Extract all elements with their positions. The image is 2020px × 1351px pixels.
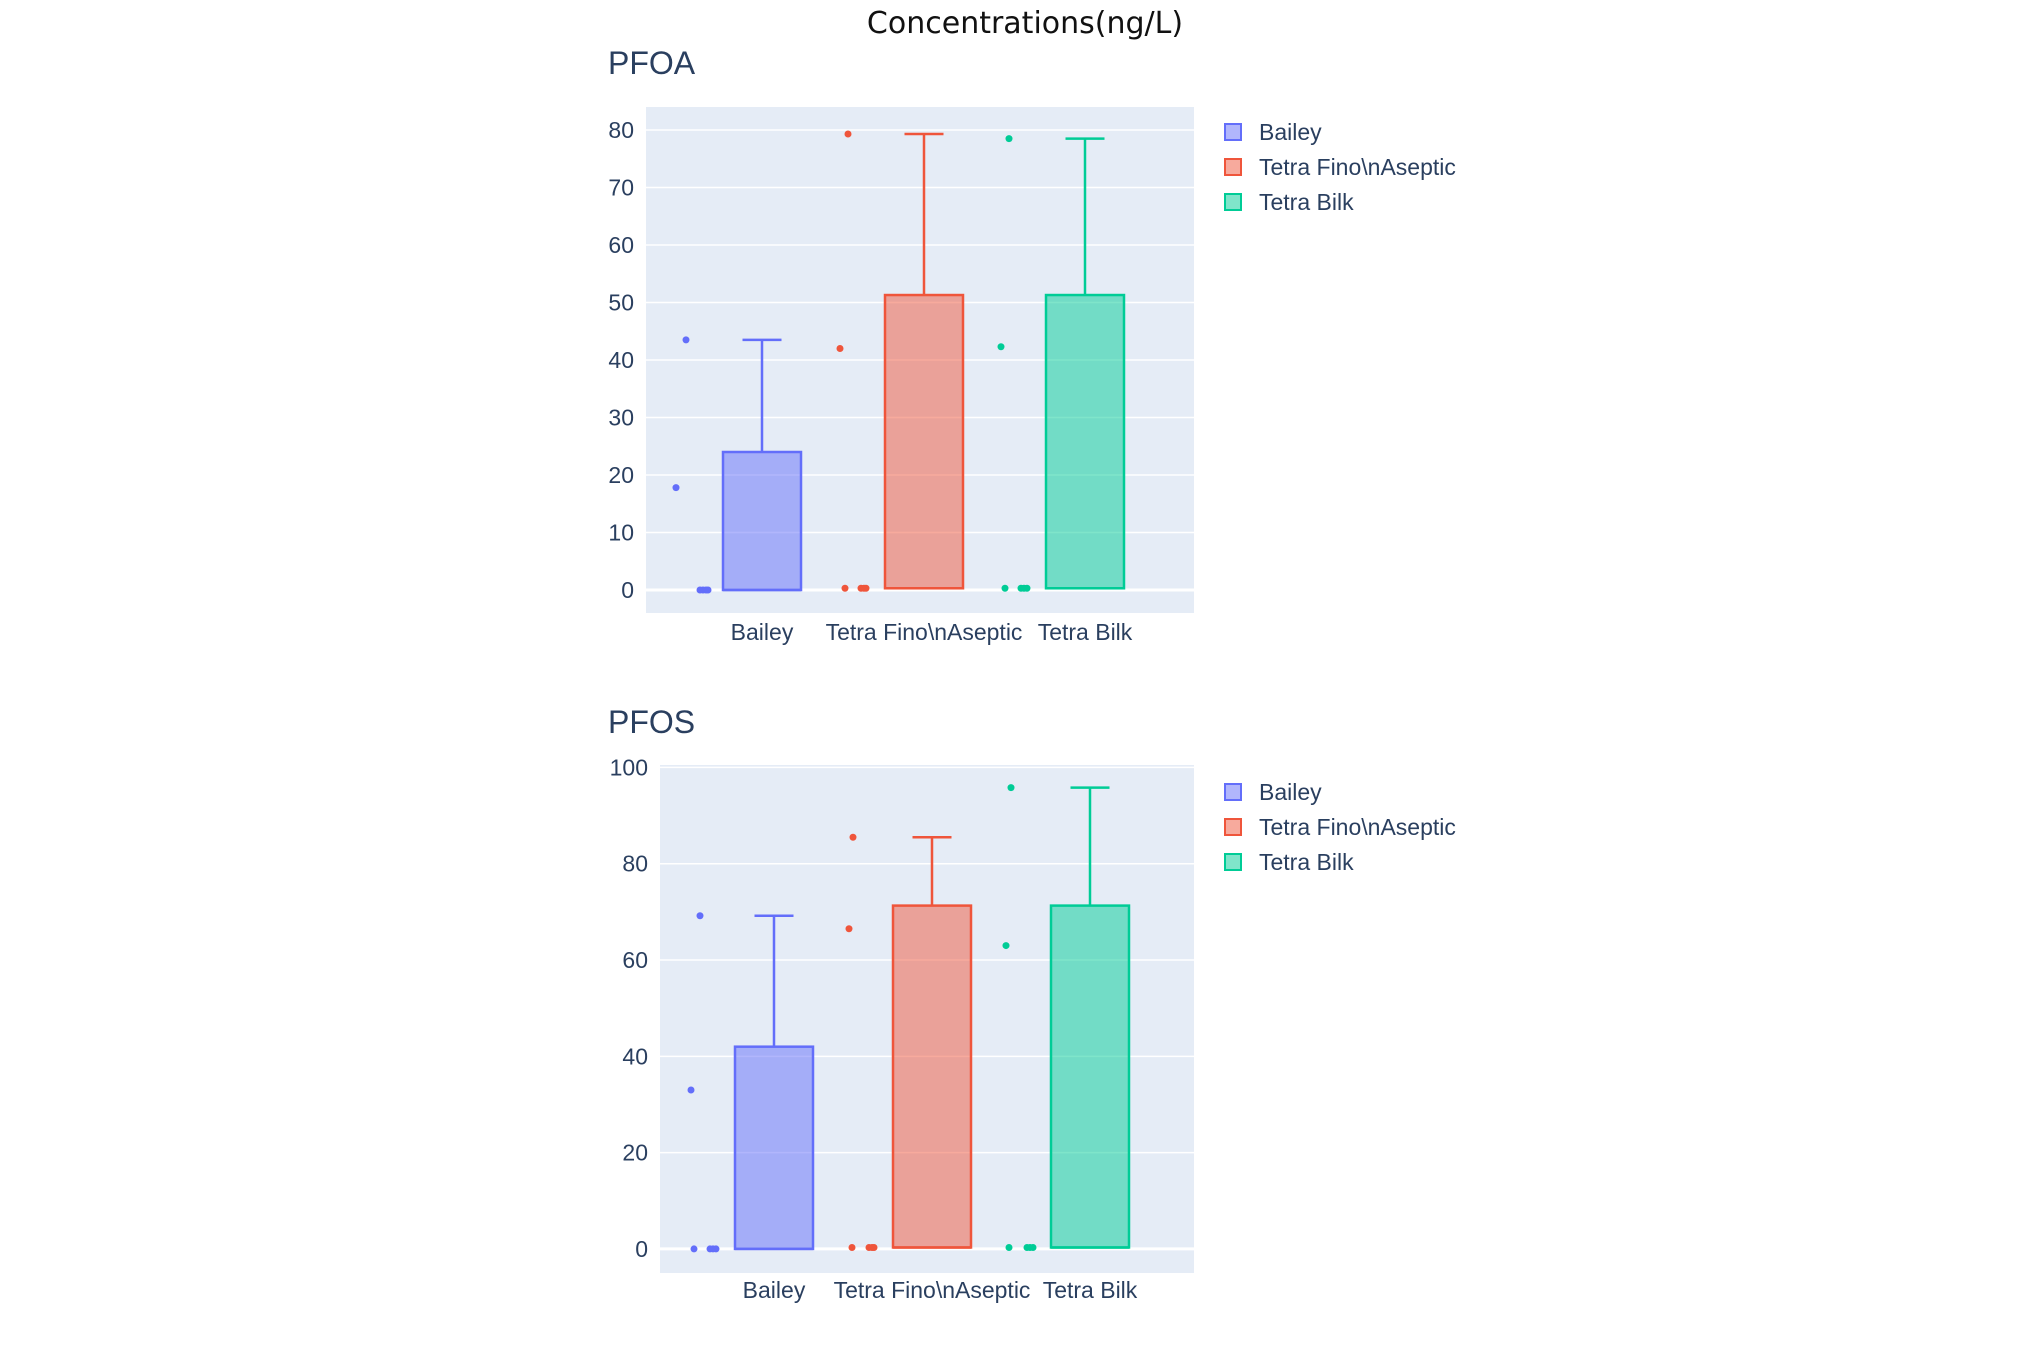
legend-swatch [1224, 818, 1242, 836]
legend-item: Bailey [1224, 779, 1322, 805]
data-point [1029, 1243, 1037, 1251]
series-bailey [672, 336, 803, 594]
legend-swatch [1224, 783, 1242, 801]
data-point [844, 130, 852, 138]
legend-label: Tetra Fino\nAseptic [1259, 154, 1456, 180]
series-tetra-fino-naseptic [836, 130, 965, 592]
data-point [672, 484, 680, 492]
figure-title: Concentrations(ng/L) [866, 6, 1184, 41]
y-tick-label: 80 [608, 117, 634, 143]
legend-item: Bailey [1224, 119, 1322, 145]
data-point [712, 1245, 720, 1253]
series-tetra-bilk [1002, 784, 1131, 1251]
data-point [1007, 784, 1015, 792]
data-point [690, 1245, 698, 1253]
y-tick-label: 20 [608, 462, 634, 488]
data-point [1005, 1243, 1013, 1251]
box [883, 293, 965, 590]
box [733, 1045, 815, 1251]
subplot-pfos: PFOS 0 20 40 60 80 100 Bailey Tetra Fino\nAsepti… [608, 704, 1456, 1303]
data-point [862, 584, 870, 592]
data-point [1001, 584, 1009, 592]
data-point [848, 1243, 856, 1251]
x-tick-label: Tetra Bilk [1038, 619, 1133, 645]
y-tick-label: 70 [608, 175, 634, 201]
legend-label: Tetra Fino\nAseptic [1259, 814, 1456, 840]
series-tetra-fino-naseptic [845, 833, 973, 1251]
series-tetra-bilk [997, 135, 1126, 592]
x-tick-label: Tetra Fino\nAseptic [826, 619, 1023, 645]
box [891, 904, 973, 1249]
x-tick-label: Tetra Bilk [1043, 1277, 1138, 1303]
data-point [687, 1086, 695, 1094]
data-point [696, 586, 704, 594]
y-tick-label: 20 [622, 1140, 648, 1166]
box [1049, 904, 1131, 1249]
legend-item: Tetra Bilk [1224, 849, 1354, 875]
legend-swatch [1224, 123, 1242, 141]
data-point [870, 1243, 878, 1251]
subplot-title: PFOS [608, 704, 695, 740]
y-tick-label: 40 [608, 347, 634, 373]
box [721, 450, 803, 592]
data-point [696, 912, 704, 920]
data-point [682, 336, 690, 344]
y-tick-label: 50 [608, 290, 634, 316]
data-point [845, 925, 853, 933]
data-point [836, 345, 844, 352]
data-point [997, 343, 1005, 351]
data-point [841, 584, 849, 592]
data-point [849, 833, 857, 841]
subplot-title: PFOA [608, 45, 696, 81]
legend: Bailey Tetra Fino\nAseptic Tetra Bilk [1224, 779, 1456, 875]
x-tick-label: Bailey [731, 619, 794, 645]
y-tick-label: 80 [622, 851, 648, 877]
subplot-pfoa: PFOA 0 10 20 30 40 50 60 70 80 Bailey Tetra Fino\nA… [608, 45, 1456, 645]
y-tick-label: 30 [608, 405, 634, 431]
x-tick-label: Bailey [743, 1277, 806, 1303]
y-tick-label: 100 [610, 754, 648, 780]
box [1044, 293, 1126, 590]
y-tick-label: 60 [608, 232, 634, 258]
y-tick-label: 10 [608, 520, 634, 546]
legend-item: Tetra Fino\nAseptic [1224, 814, 1456, 840]
legend-label: Bailey [1259, 119, 1322, 145]
x-tick-label: Tetra Fino\nAseptic [834, 1277, 1031, 1303]
data-point [1023, 584, 1031, 592]
legend-item: Tetra Fino\nAseptic [1224, 154, 1456, 180]
y-tick-label: 60 [622, 947, 648, 973]
legend-label: Tetra Bilk [1259, 849, 1354, 875]
legend-label: Tetra Bilk [1259, 189, 1354, 215]
legend-swatch [1224, 853, 1242, 871]
data-point [1005, 135, 1013, 143]
data-point [704, 586, 712, 594]
legend-label: Bailey [1259, 779, 1322, 805]
y-tick-label: 0 [635, 1236, 648, 1262]
legend-swatch [1224, 193, 1242, 211]
legend-swatch [1224, 158, 1242, 176]
legend: Bailey Tetra Fino\nAseptic Tetra Bilk [1224, 119, 1456, 215]
y-tick-label: 0 [621, 577, 634, 603]
legend-item: Tetra Bilk [1224, 189, 1354, 215]
series-bailey [687, 912, 815, 1253]
data-point [1002, 942, 1010, 950]
y-tick-label: 40 [622, 1043, 648, 1069]
